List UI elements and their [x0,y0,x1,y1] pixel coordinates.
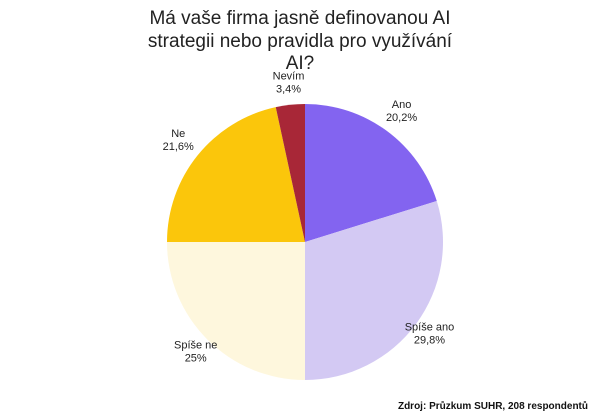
pie-slice-nevím [275,104,305,242]
chart-title: Má vaše firma jasně definovanou AI strat… [148,8,453,74]
slice-label-name: Spíše ne [174,339,217,351]
pie-slices [167,104,443,380]
slice-label-name: Nevím [273,70,305,82]
slice-label-value: 3,4% [276,83,301,95]
source-note: Zdroj: Průzkum SUHR, 208 respondentů [398,400,588,412]
slice-label-name: Ne [171,128,185,140]
slice-label-value: 20,2% [386,112,417,124]
pie-slice-ne [167,107,305,243]
pie-slice-spíše-ano [305,201,443,380]
chart-title-line-1: Má vaše firma jasně definovanou AI [149,8,450,29]
slice-label-value: 29,8% [414,335,445,347]
pie-slice-ano [305,104,437,242]
chart-title-line-3: AI? [286,53,315,74]
slice-label-name: Spíše ano [405,322,455,334]
slice-label-value: 25% [185,352,207,364]
pie-slice-spíše-ne [167,242,305,380]
slice-label-name: Ano [392,99,412,111]
slice-label-value: 21,6% [163,141,194,153]
chart-title-line-2: strategii nebo pravidla pro využívání [148,31,453,52]
